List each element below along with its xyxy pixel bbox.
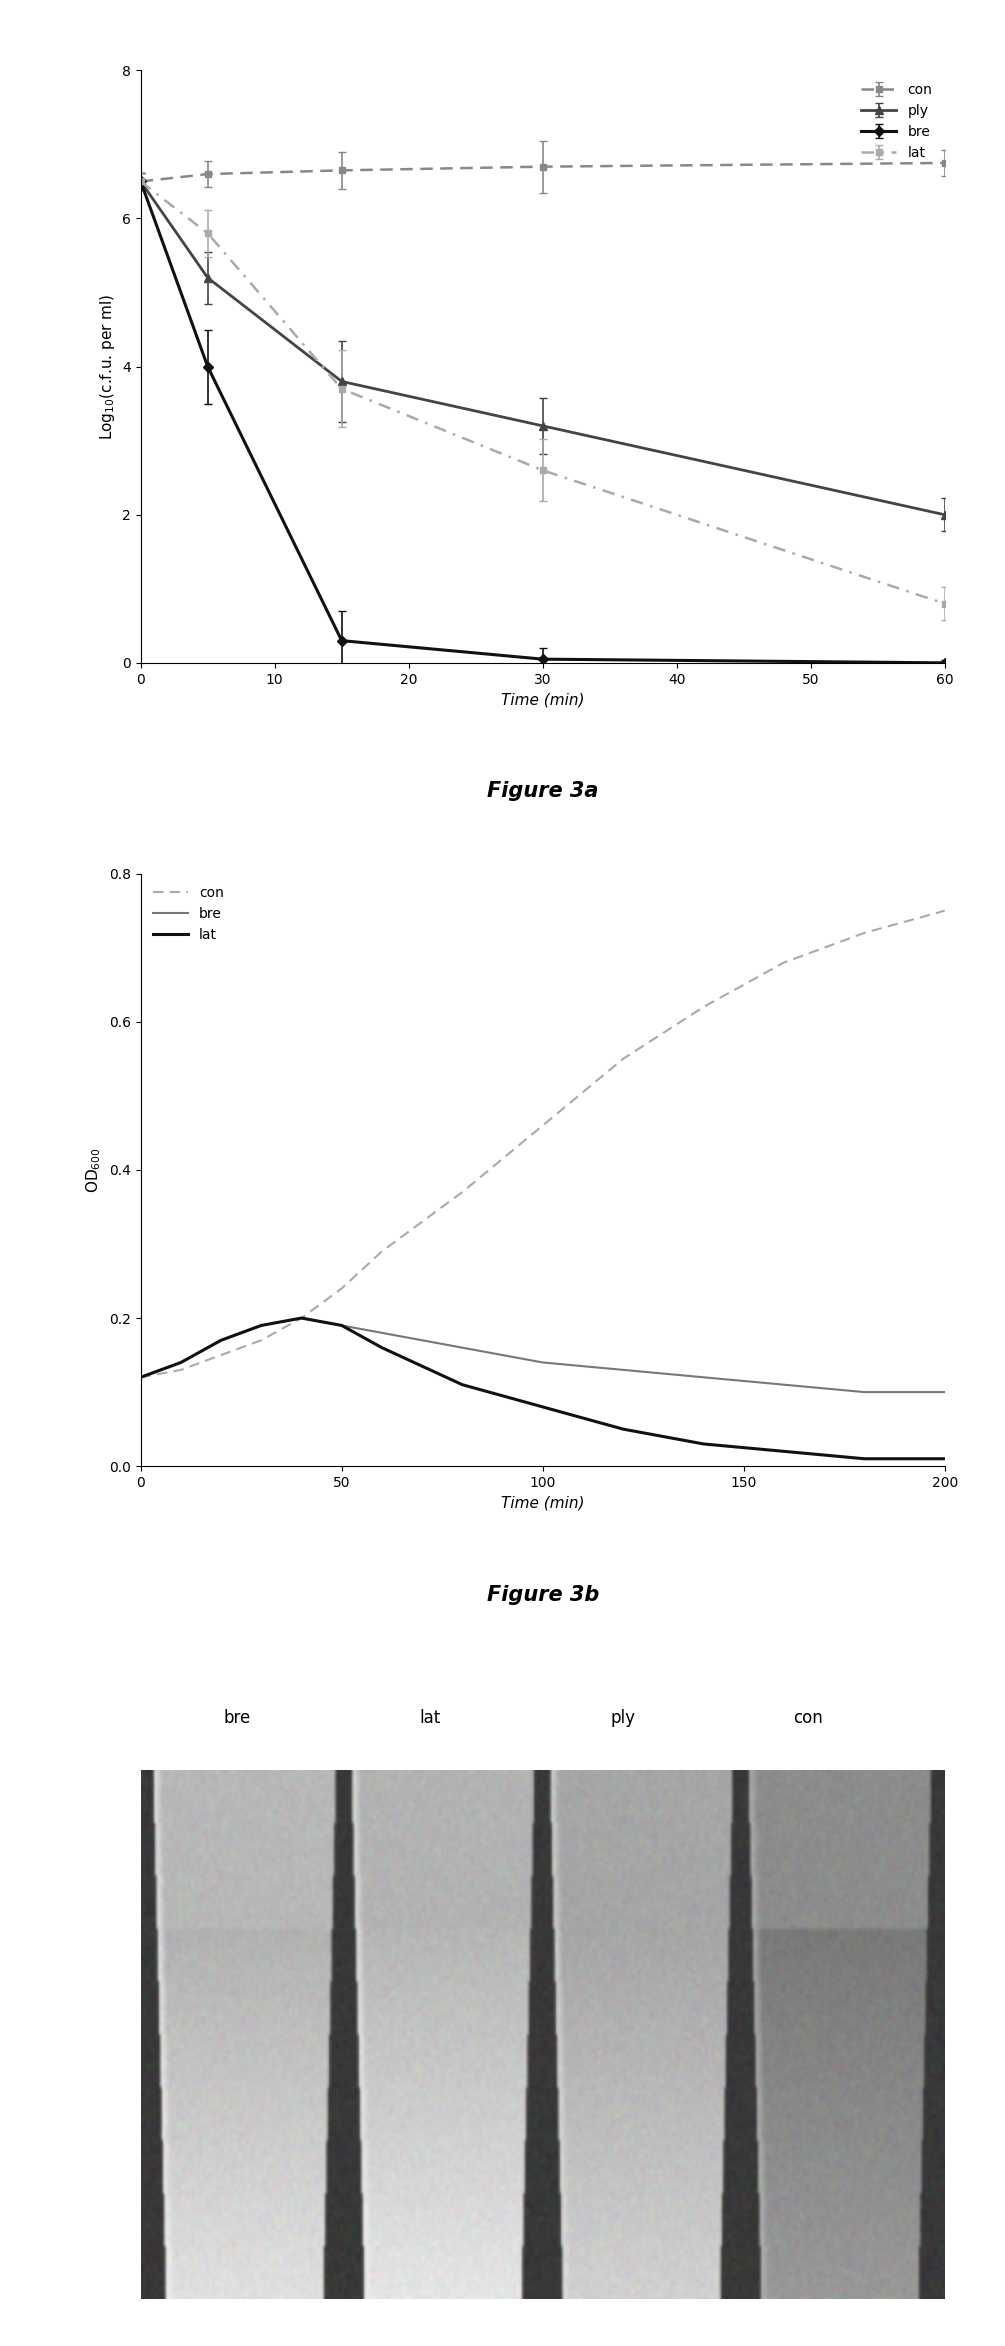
bre	[697, 1363, 710, 1391]
con	[617, 1044, 629, 1072]
con	[778, 948, 790, 976]
lat	[295, 1304, 308, 1333]
lat	[858, 1445, 870, 1473]
lat	[376, 1333, 388, 1361]
Text: ply: ply	[611, 1708, 635, 1727]
bre	[376, 1318, 388, 1347]
bre	[215, 1325, 227, 1354]
lat	[175, 1349, 187, 1377]
lat	[135, 1363, 147, 1391]
bre	[295, 1304, 308, 1333]
bre	[135, 1363, 147, 1391]
bre	[456, 1333, 468, 1361]
lat	[617, 1415, 629, 1443]
con	[295, 1304, 308, 1333]
con	[215, 1342, 227, 1370]
Text: bre: bre	[223, 1708, 251, 1727]
bre	[939, 1377, 951, 1405]
bre	[858, 1377, 870, 1405]
bre	[537, 1349, 549, 1377]
lat	[215, 1325, 227, 1354]
lat	[336, 1311, 348, 1340]
bre	[336, 1311, 348, 1340]
Y-axis label: Log$_{10}$(c.f.u. per ml): Log$_{10}$(c.f.u. per ml)	[97, 293, 117, 439]
Legend: con, ply, bre, lat: con, ply, bre, lat	[856, 77, 938, 164]
X-axis label: Time (min): Time (min)	[500, 1494, 585, 1511]
con	[175, 1356, 187, 1384]
Line: con: con	[141, 910, 945, 1377]
X-axis label: Time (min): Time (min)	[500, 692, 585, 706]
lat	[255, 1311, 267, 1340]
bre	[175, 1349, 187, 1377]
lat	[939, 1445, 951, 1473]
con	[255, 1325, 267, 1354]
con	[135, 1363, 147, 1391]
Text: con: con	[793, 1708, 823, 1727]
con	[697, 992, 710, 1021]
bre	[778, 1370, 790, 1398]
Text: Figure 3b: Figure 3b	[486, 1584, 599, 1605]
lat	[778, 1438, 790, 1466]
bre	[617, 1356, 629, 1384]
con	[456, 1178, 468, 1206]
con	[336, 1274, 348, 1302]
Line: bre: bre	[141, 1318, 945, 1391]
Text: Figure 3a: Figure 3a	[487, 781, 598, 802]
bre	[255, 1311, 267, 1340]
Text: lat: lat	[419, 1708, 441, 1727]
lat	[537, 1394, 549, 1422]
lat	[456, 1370, 468, 1398]
con	[376, 1236, 388, 1264]
con	[537, 1112, 549, 1140]
Y-axis label: OD$_{600}$: OD$_{600}$	[84, 1147, 104, 1192]
lat	[697, 1429, 710, 1457]
con	[939, 896, 951, 924]
Legend: con, bre, lat: con, bre, lat	[148, 880, 229, 948]
con	[858, 920, 870, 948]
Line: lat: lat	[141, 1318, 945, 1459]
